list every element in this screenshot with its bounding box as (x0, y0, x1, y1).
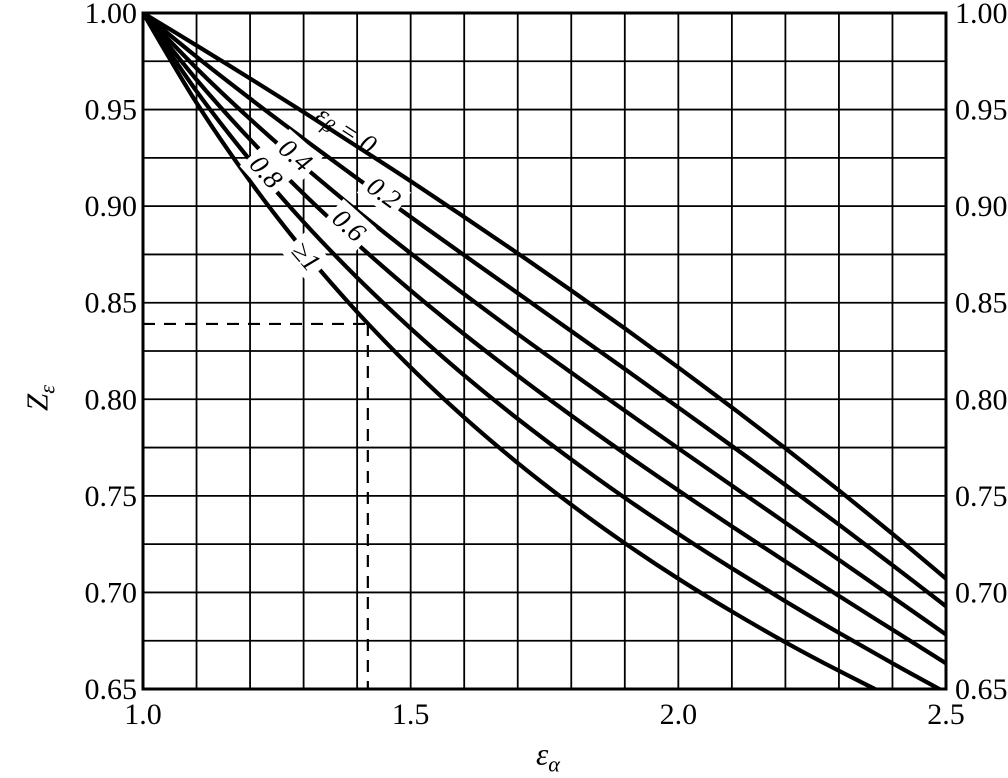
x-tick-2.0: 2.0 (660, 698, 698, 731)
y-tick-left-0.65: 0.65 (85, 673, 138, 706)
x-tick-2.5: 2.5 (927, 698, 965, 731)
curves (143, 13, 946, 689)
y-tick-left-0.70: 0.70 (85, 576, 138, 609)
x-axis-title-symbol: ε (536, 736, 549, 772)
y-tick-right-0.80: 0.80 (955, 383, 1008, 416)
y-axis-title-symbol: Z (19, 393, 55, 412)
y-tick-left-0.80: 0.80 (85, 383, 138, 416)
y-tick-right-0.65: 0.65 (955, 673, 1008, 706)
x-tick-1.0: 1.0 (124, 698, 162, 731)
y-tick-left-0.75: 0.75 (85, 480, 138, 513)
y-tick-right-0.75: 0.75 (955, 480, 1008, 513)
y-tick-left-1.00: 1.00 (85, 0, 138, 30)
curve-label-text-eps-beta-0.6: 0.6 (327, 203, 373, 248)
curve-eps-beta-0.4 (143, 13, 946, 637)
y-tick-left-0.90: 0.90 (85, 190, 138, 223)
y-tick-right-1.00: 1.00 (955, 0, 1008, 30)
y-axis-title-subscript: ε (34, 384, 60, 394)
y-tick-right-0.70: 0.70 (955, 576, 1008, 609)
y-tick-right-0.90: 0.90 (955, 190, 1008, 223)
y-axis-title: Zε (19, 385, 60, 411)
curve-label-halo-eps-beta-ge-1 (281, 231, 331, 282)
curve-eps-beta-ge-1 (143, 13, 880, 689)
y-tick-right-0.95: 0.95 (955, 94, 1008, 127)
curve-eps-beta-0.2 (143, 13, 946, 608)
curve-label-halo-eps-beta-0.6 (322, 198, 377, 253)
curve-label-halo-eps-beta-0.8 (239, 144, 293, 200)
curve-eps-beta-0 (143, 13, 946, 581)
plot-border (141, 11, 948, 691)
x-axis-title: εα (536, 736, 560, 777)
reading-guide (143, 322, 369, 689)
grid (142, 12, 947, 690)
y-tick-left-0.85: 0.85 (85, 287, 138, 320)
curve-label-halo-eps-beta-0.2 (356, 166, 412, 219)
x-tick-1.5: 1.5 (392, 698, 430, 731)
x-axis-title-subscript: α (548, 751, 560, 777)
y-tick-left-0.95: 0.95 (85, 94, 138, 127)
curve-label-halo-eps-beta-0.4 (268, 128, 323, 182)
y-tick-right-0.85: 0.85 (955, 287, 1008, 320)
